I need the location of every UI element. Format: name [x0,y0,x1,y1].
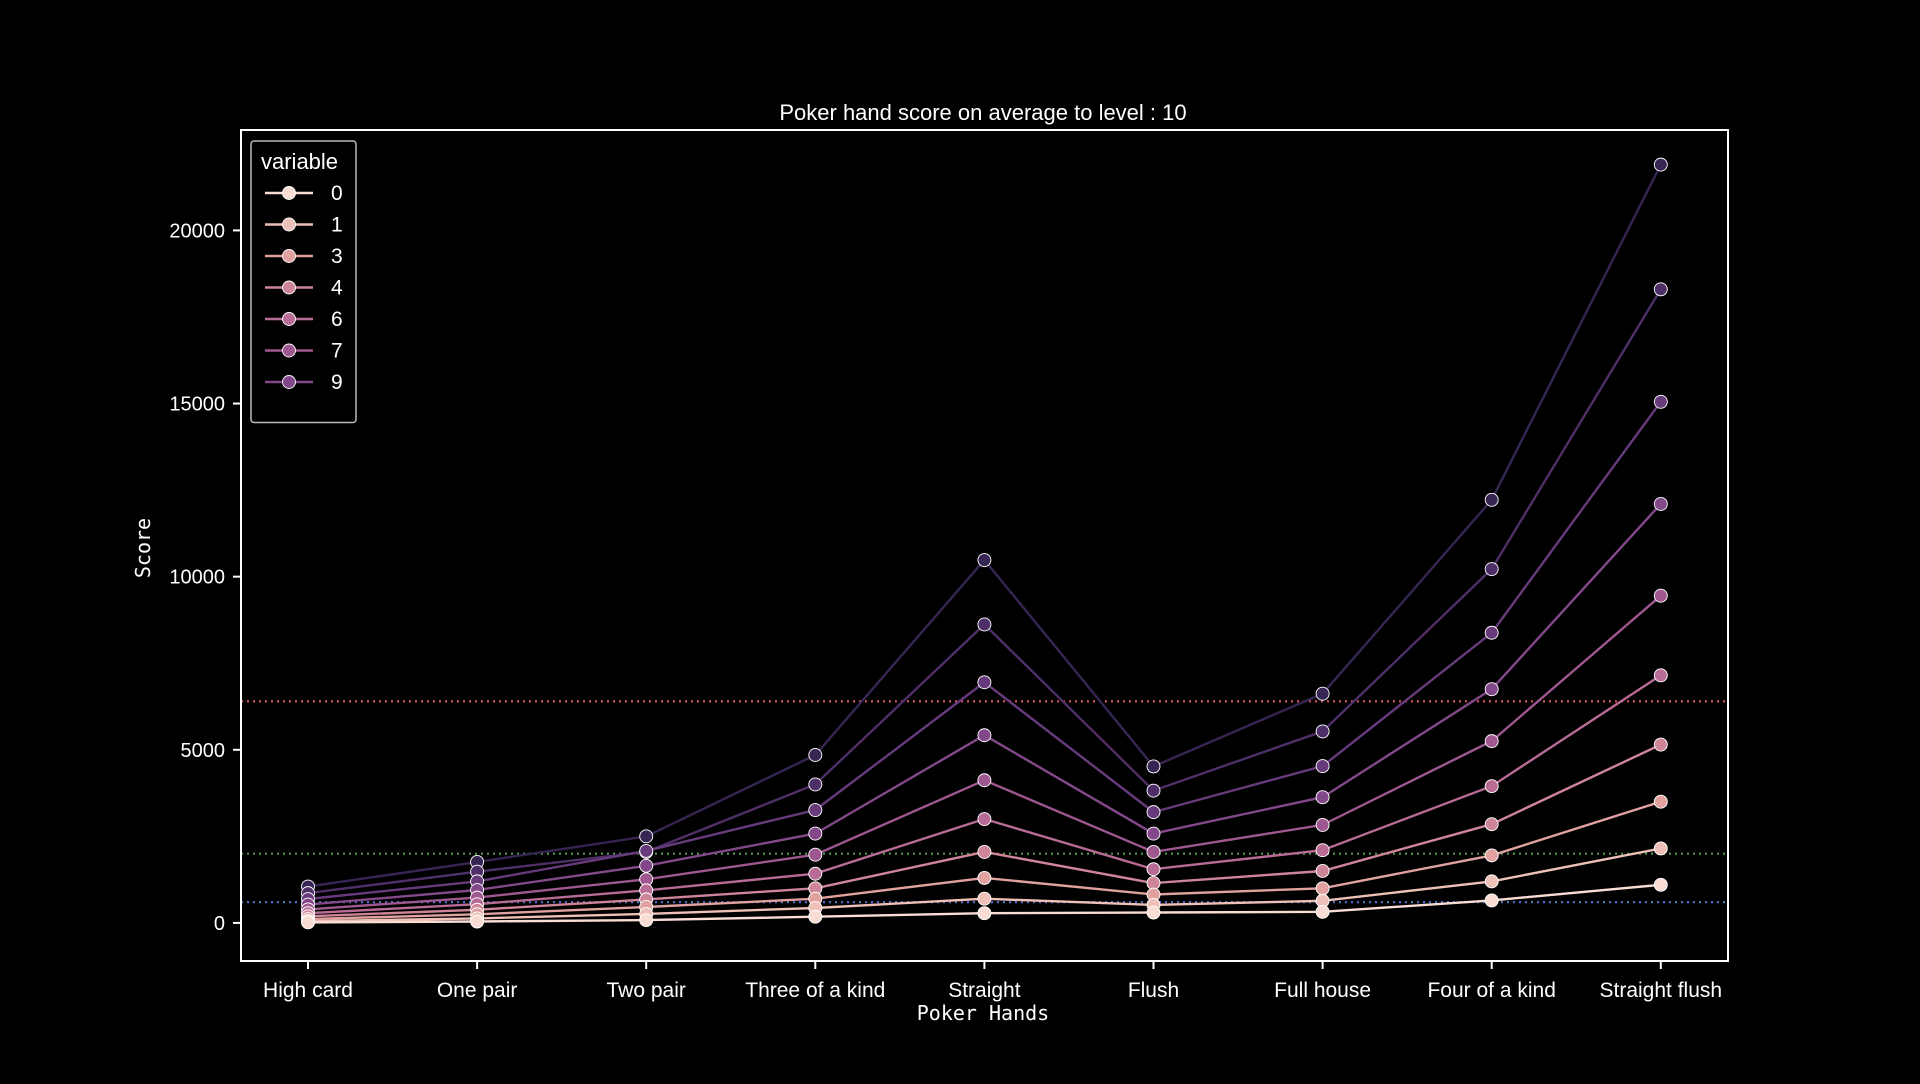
data-point-6-7 [1484,682,1499,697]
data-point-0-8 [1653,877,1668,892]
data-point-5-8 [1653,588,1668,603]
x-tick-label: One pair [437,979,518,1002]
data-point-4-8 [1653,668,1668,683]
data-point-6-3 [808,826,823,841]
data-point-7-4 [977,675,992,690]
data-point-0-0 [301,915,315,930]
legend-swatch-marker [282,343,296,358]
data-point-3-7 [1484,817,1499,832]
data-point-9-3 [808,748,823,762]
data-point-6-5 [1146,826,1161,841]
data-point-2-7 [1484,848,1499,863]
y-tick-label: 15000 [169,394,225,416]
data-point-6-2 [639,858,654,873]
data-point-5-7 [1484,734,1499,749]
legend-label: 9 [331,371,343,394]
data-point-5-3 [808,847,823,862]
data-point-0-6 [1315,904,1330,919]
y-axis-label: Score [131,518,155,578]
data-point-8-5 [1146,783,1161,798]
legend-label: 7 [331,340,343,363]
data-point-8-6 [1315,724,1330,739]
x-tick-label: Straight flush [1600,979,1723,1002]
legend-swatch-marker [282,280,296,295]
data-point-3-6 [1315,864,1330,878]
data-point-6-6 [1315,790,1330,805]
data-point-0-5 [1146,905,1161,920]
data-point-5-6 [1315,817,1330,832]
data-point-7-2 [639,843,654,858]
x-tick-label: Flush [1128,979,1179,1002]
data-point-6-4 [977,728,992,743]
data-point-5-5 [1146,844,1161,859]
x-tick-label: Three of a kind [745,979,885,1002]
series-line-3 [307,743,1662,918]
legend-label: 4 [331,277,343,300]
legend-box [250,140,357,424]
data-point-7-5 [1146,805,1161,820]
data-point-4-4 [977,812,992,826]
data-point-7-8 [1653,394,1668,409]
chart-title: Poker hand score on average to level : 1… [779,100,1186,125]
data-point-1-7 [1484,874,1499,889]
legend-swatch-marker [282,312,296,326]
data-point-5-4 [977,773,992,788]
legend-swatch-marker [282,249,296,263]
data-point-0-1 [470,914,485,929]
data-point-2-4 [977,870,992,885]
data-point-9-6 [1315,686,1330,701]
data-point-0-2 [639,913,654,928]
plot-area: 0 5000 10000 15000 20000 High card One pair Two… [169,129,1729,1002]
legend-swatch-marker [282,375,296,389]
legend-title: variable [261,149,338,174]
data-point-4-3 [808,866,823,881]
y-tick-label: 5000 [181,740,226,762]
data-point-9-7 [1484,492,1499,507]
data-point-3-8 [1653,737,1668,752]
data-point-7-6 [1315,759,1330,774]
data-point-4-7 [1484,779,1499,794]
data-point-9-8 [1653,157,1668,172]
y-tick-label: 10000 [169,567,225,589]
x-tick-label: High card [263,979,353,1002]
data-point-4-5 [1146,862,1161,877]
data-point-9-4 [977,553,992,567]
data-point-9-5 [1146,759,1161,774]
data-point-1-4 [977,891,992,906]
data-point-0-7 [1484,893,1499,908]
series-line-8 [307,288,1662,895]
legend-label: 0 [331,182,343,205]
legend-swatch-marker [282,186,296,200]
data-point-8-4 [977,617,992,632]
data-point-0-4 [977,906,992,921]
data-point-4-6 [1315,843,1330,858]
data-point-8-3 [808,777,823,792]
data-point-9-2 [639,829,654,844]
legend-label: 1 [331,214,343,237]
x-axis-label: Poker Hands [917,1001,1049,1025]
data-point-0-3 [808,909,823,924]
data-point-2-8 [1653,794,1668,809]
data-point-1-8 [1653,841,1668,856]
legend: variable 0 1 3 4 6 7 9 [250,140,357,424]
x-tick-label: Two pair [607,979,686,1002]
data-point-7-7 [1484,625,1499,640]
x-tick-label: Straight [948,979,1021,1002]
y-tick-label: 0 [214,913,225,935]
legend-label: 6 [331,308,343,331]
data-point-8-7 [1484,562,1499,576]
data-point-2-6 [1315,881,1330,896]
legend-label: 3 [331,245,343,268]
x-tick-label: Four of a kind [1427,979,1555,1002]
data-point-6-8 [1653,497,1668,511]
data-point-8-8 [1653,282,1668,297]
data-point-7-3 [808,803,823,817]
x-tick-label: Full house [1274,979,1371,1002]
data-point-3-4 [977,844,992,859]
y-tick-label: 20000 [169,220,225,242]
legend-swatch-marker [282,217,296,232]
